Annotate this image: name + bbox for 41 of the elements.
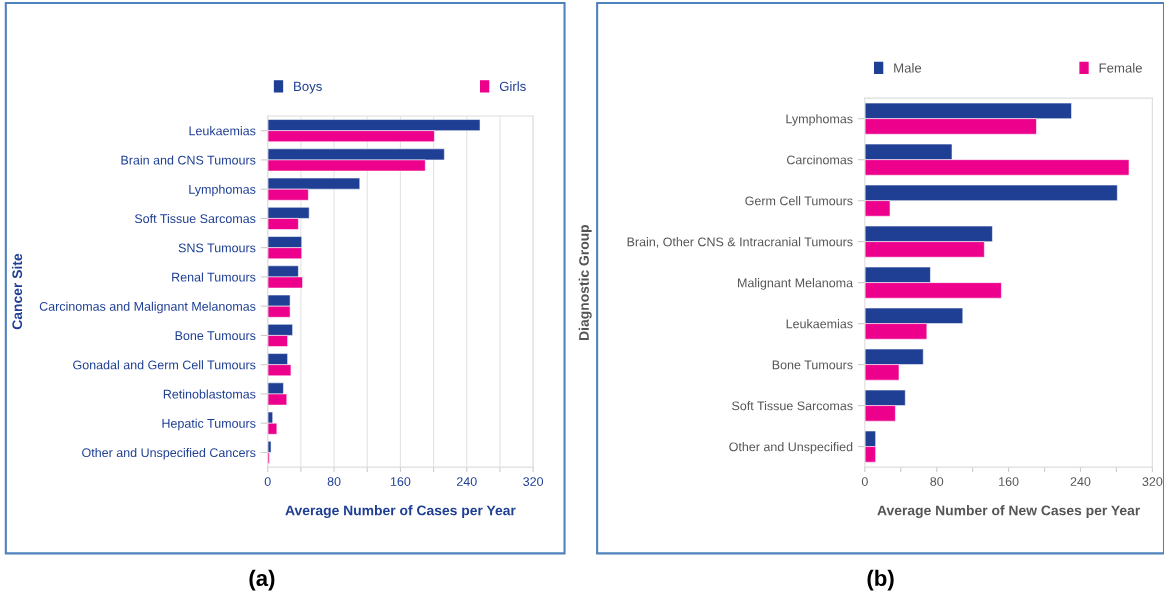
- legend-label: Female: [1099, 62, 1142, 73]
- y-tick-label: Bone Tumours: [175, 331, 256, 341]
- y-tick-label: SNS Tumours: [178, 243, 256, 253]
- x-tick-label: 320: [1142, 477, 1163, 486]
- y-tick-label: Other and Unspecified: [729, 442, 853, 454]
- y-axis-title: Diagnostic Group: [578, 224, 592, 340]
- y-tick-label: Retinoblastomas: [163, 389, 256, 399]
- y-tick-label: Soft Tissue Sarcomas: [732, 401, 853, 411]
- y-tick-label: Bone Tumours: [772, 360, 853, 370]
- y-tick-label: Renal Tumours: [172, 272, 256, 282]
- legend-label: Girls: [499, 81, 526, 92]
- x-tick-label: 160: [390, 477, 411, 486]
- x-tick-label: 240: [456, 477, 477, 486]
- x-axis-title: Average Number of New Cases per Year: [877, 505, 1141, 519]
- x-tick-label: 240: [1070, 477, 1091, 486]
- y-axis-title: Cancer Site: [11, 253, 23, 330]
- y-tick-label: Leukaemias: [189, 126, 256, 136]
- y-tick-label: Leukaemias: [786, 319, 853, 329]
- x-tick-label: 0: [861, 477, 868, 486]
- x-tick-label: 80: [327, 477, 341, 486]
- y-tick-label: Carcinomas: [787, 155, 853, 165]
- x-tick-label: 80: [930, 477, 944, 486]
- text: (b): [867, 569, 894, 591]
- y-tick-label: Gonadal and Germ Cell Tumours: [73, 360, 256, 370]
- legend-label: Male: [894, 62, 922, 73]
- x-tick-label: 0: [264, 477, 271, 486]
- x-tick-label: 160: [999, 477, 1019, 486]
- x-tick-label: 320: [523, 477, 544, 486]
- y-tick-label: Lymphomas: [786, 114, 853, 126]
- y-tick-label: Brain and CNS Tumours: [121, 155, 256, 165]
- y-tick-label: Lymphomas: [189, 184, 256, 197]
- y-tick-label: Malignant Melanoma: [738, 278, 854, 290]
- y-tick-label: Germ Cell Tumours: [745, 196, 853, 206]
- x-axis-title: Average Number of Cases per Year: [285, 505, 516, 519]
- legend-label: Boys: [294, 81, 322, 94]
- text: (a): [249, 569, 275, 591]
- y-tick-label: Soft Tissue Sarcomas: [134, 213, 256, 224]
- y-tick-label: Carcinomas and Malignant Melanomas: [39, 301, 256, 314]
- y-tick-label: Other and Unspecified Cancers: [82, 447, 256, 460]
- y-tick-label: Brain, Other CNS & Intracranial Tumours: [627, 237, 853, 248]
- y-tick-label: Hepatic Tumours: [162, 418, 256, 431]
